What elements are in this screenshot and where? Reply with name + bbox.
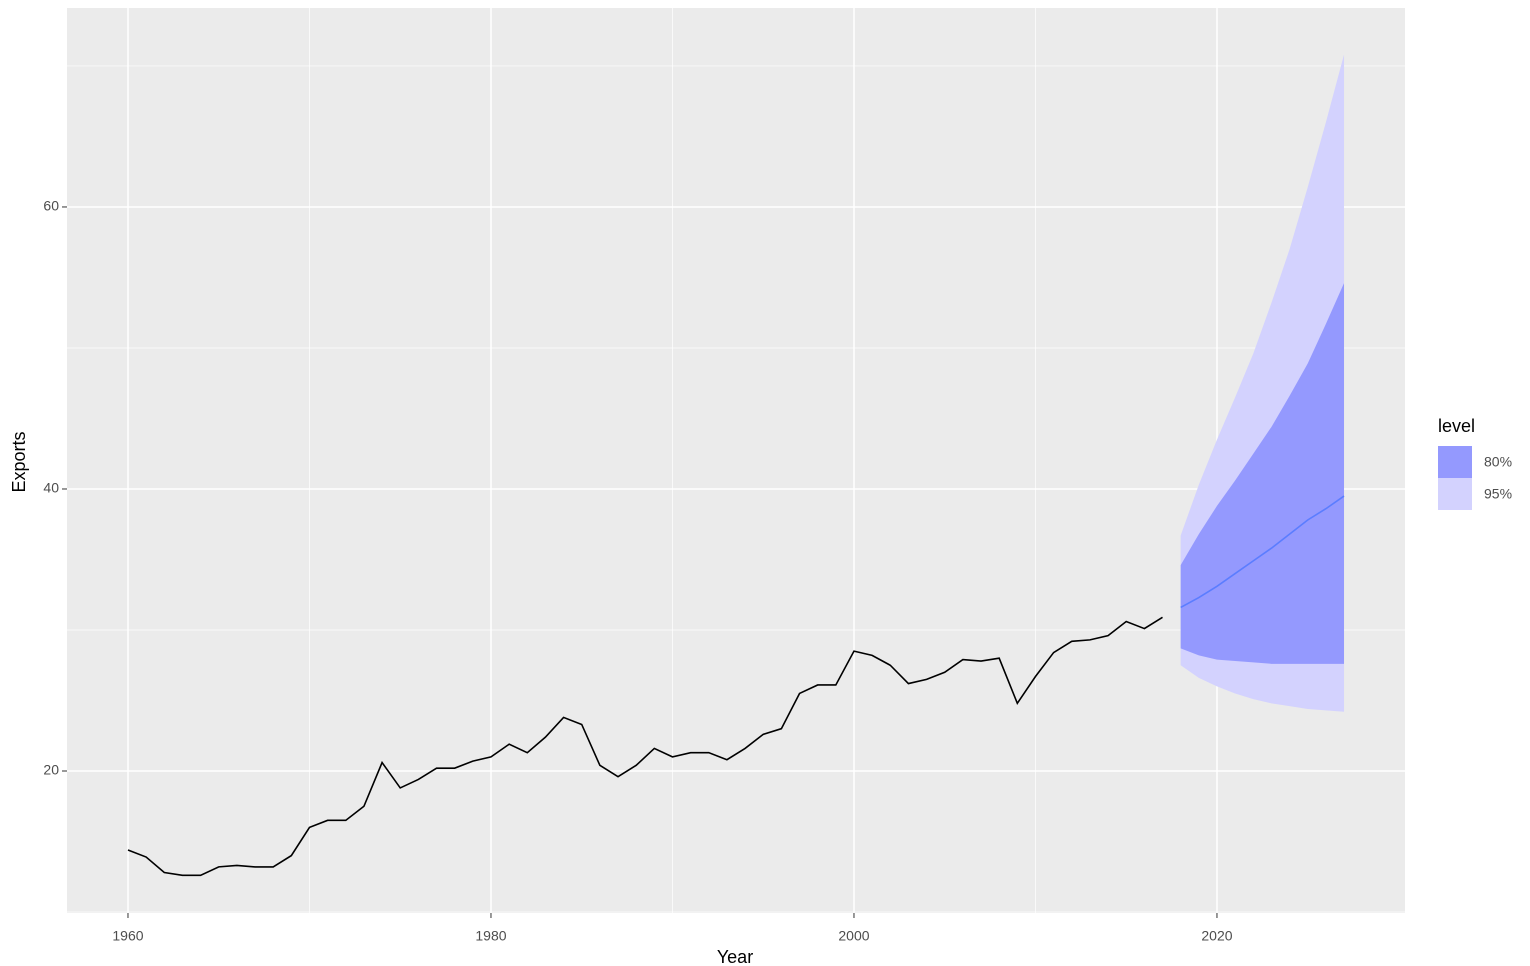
history-line [127, 616, 1163, 877]
x-tick-label: 1980 [475, 928, 506, 944]
legend-key [1438, 478, 1472, 510]
x-tick-label: 2020 [1201, 928, 1232, 944]
y-tick-label: 60 [43, 198, 59, 214]
x-tick-label: 2000 [838, 928, 869, 944]
legend-title: level [1438, 416, 1475, 436]
y-axis-title: Exports [9, 431, 29, 492]
legend-label: 95% [1484, 486, 1512, 502]
y-tick-label: 20 [43, 762, 59, 778]
x-tick-label: 1960 [112, 928, 143, 944]
interval-band [1180, 283, 1345, 664]
plot-panel [67, 8, 1405, 913]
forecast-line [1180, 495, 1345, 609]
legend-key [1438, 446, 1472, 478]
legend-label: 80% [1484, 454, 1512, 470]
y-tick-label: 40 [43, 480, 59, 496]
x-axis-title: Year [717, 947, 753, 966]
